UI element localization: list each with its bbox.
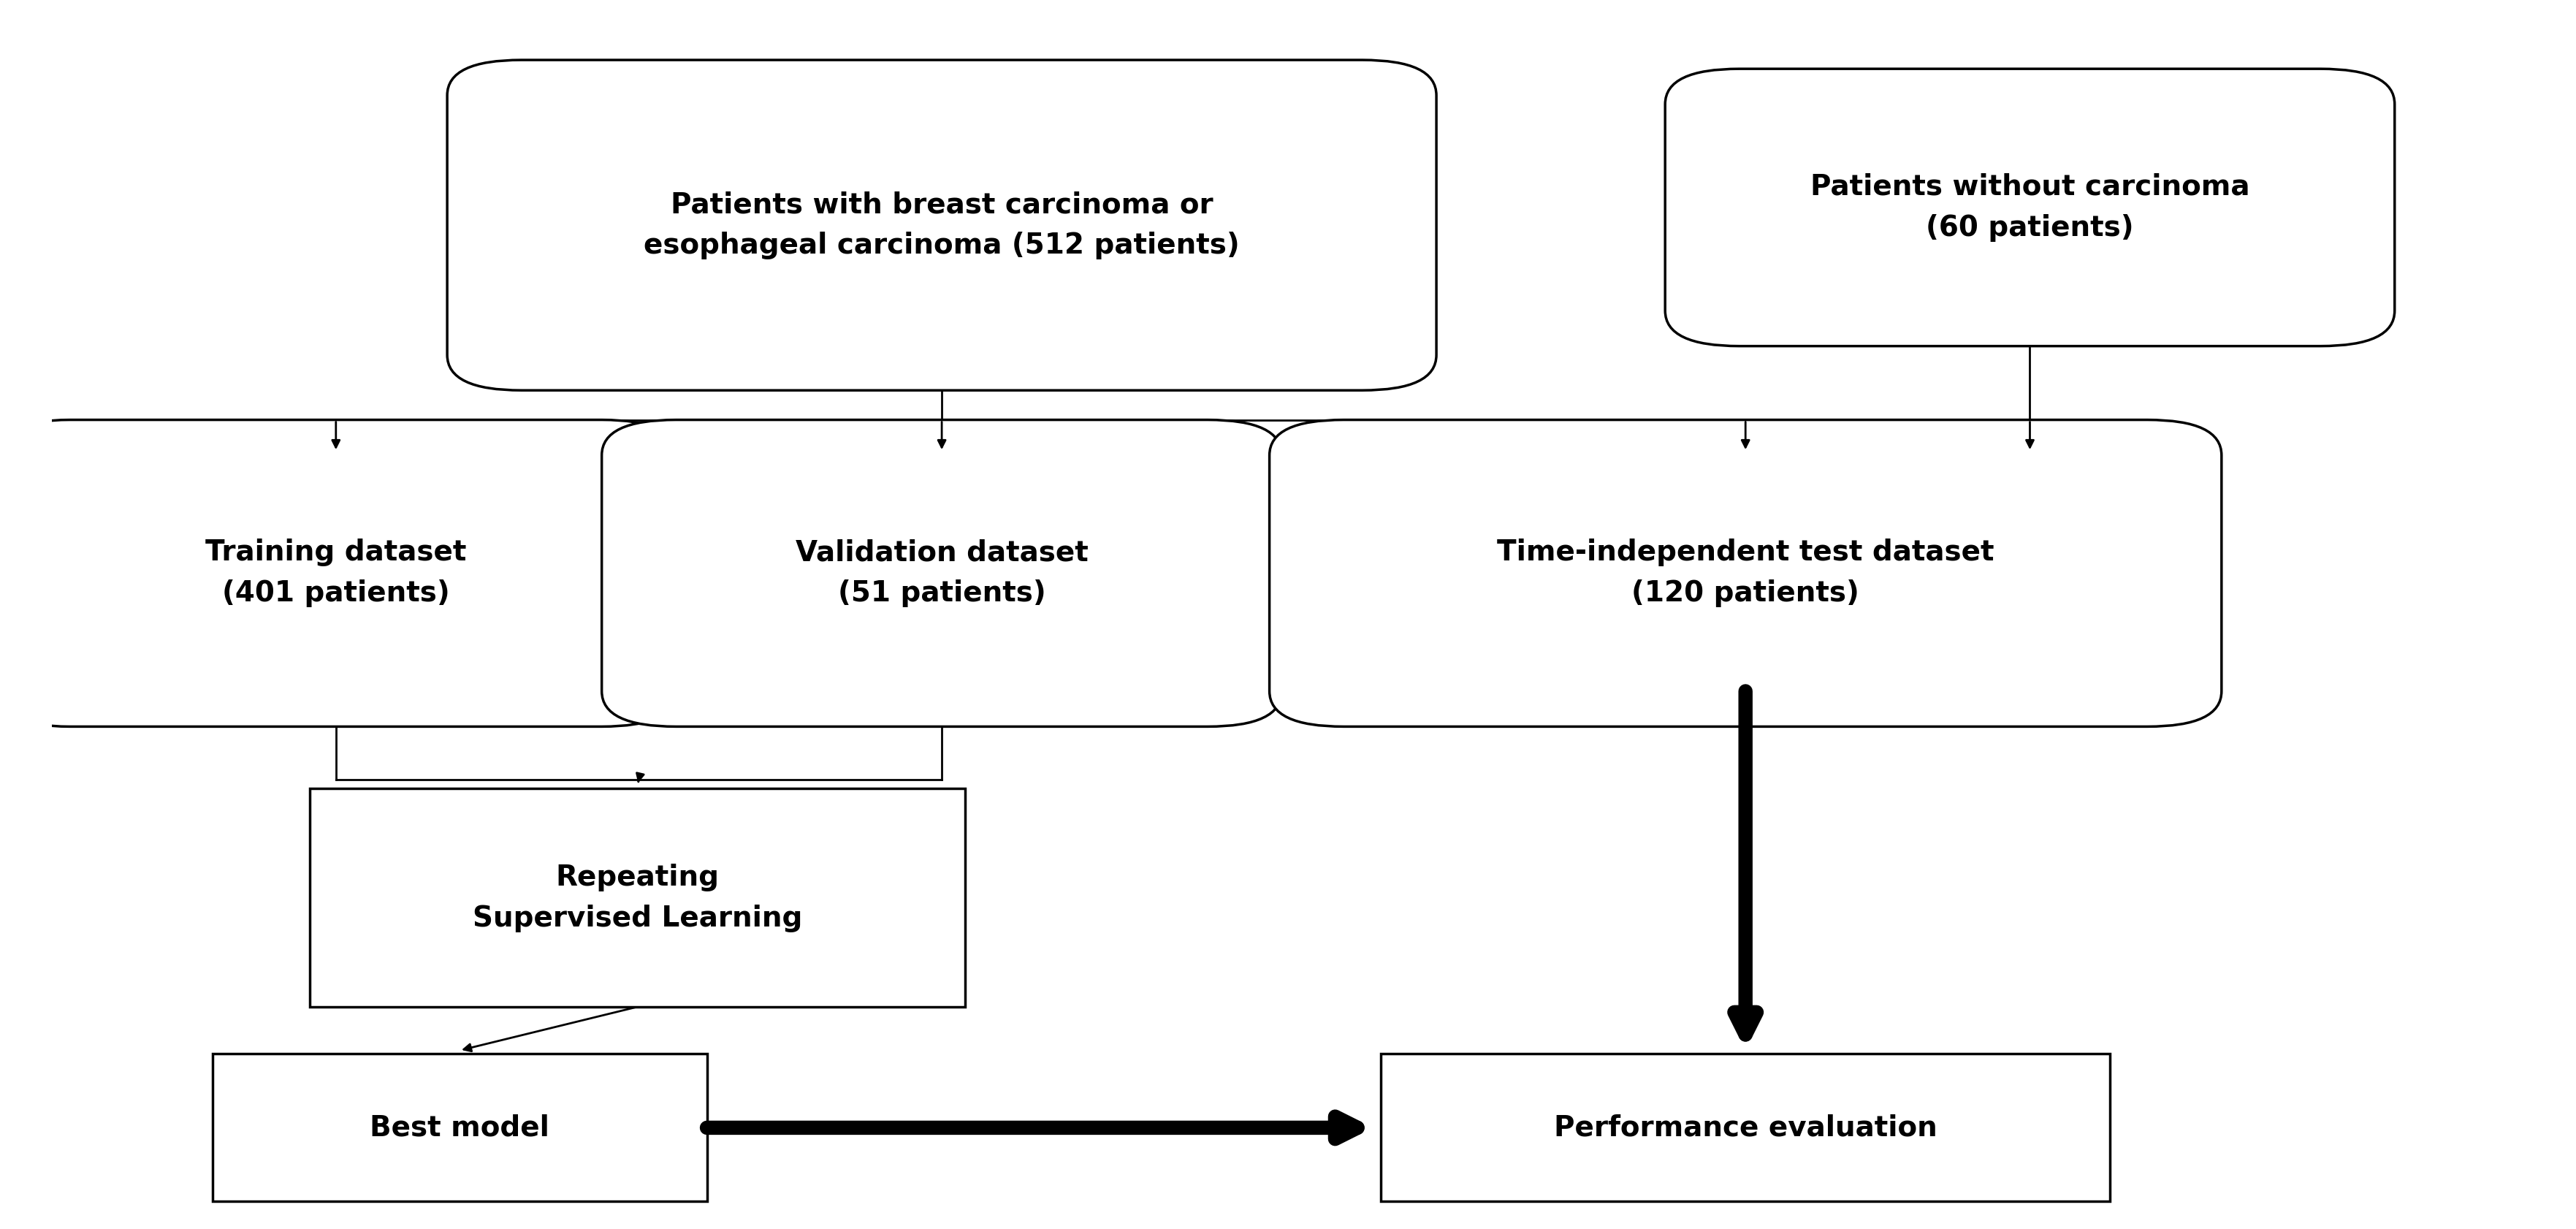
FancyBboxPatch shape bbox=[1381, 1054, 2110, 1202]
FancyBboxPatch shape bbox=[0, 420, 675, 726]
Text: Patients with breast carcinoma or
esophageal carcinoma (512 patients): Patients with breast carcinoma or esopha… bbox=[644, 190, 1239, 259]
FancyBboxPatch shape bbox=[603, 420, 1283, 726]
FancyBboxPatch shape bbox=[1664, 69, 2396, 347]
FancyBboxPatch shape bbox=[211, 1054, 706, 1202]
FancyBboxPatch shape bbox=[1270, 420, 2221, 726]
Text: Best model: Best model bbox=[371, 1113, 549, 1142]
Text: Performance evaluation: Performance evaluation bbox=[1553, 1113, 1937, 1142]
Text: Validation dataset
(51 patients): Validation dataset (51 patients) bbox=[796, 538, 1087, 607]
FancyBboxPatch shape bbox=[448, 60, 1437, 391]
Text: Time-independent test dataset
(120 patients): Time-independent test dataset (120 patie… bbox=[1497, 538, 1994, 607]
Text: Training dataset
(401 patients): Training dataset (401 patients) bbox=[206, 538, 466, 607]
Text: Repeating
Supervised Learning: Repeating Supervised Learning bbox=[474, 863, 804, 932]
FancyBboxPatch shape bbox=[309, 789, 966, 1007]
Text: Patients without carcinoma
(60 patients): Patients without carcinoma (60 patients) bbox=[1811, 173, 2249, 242]
